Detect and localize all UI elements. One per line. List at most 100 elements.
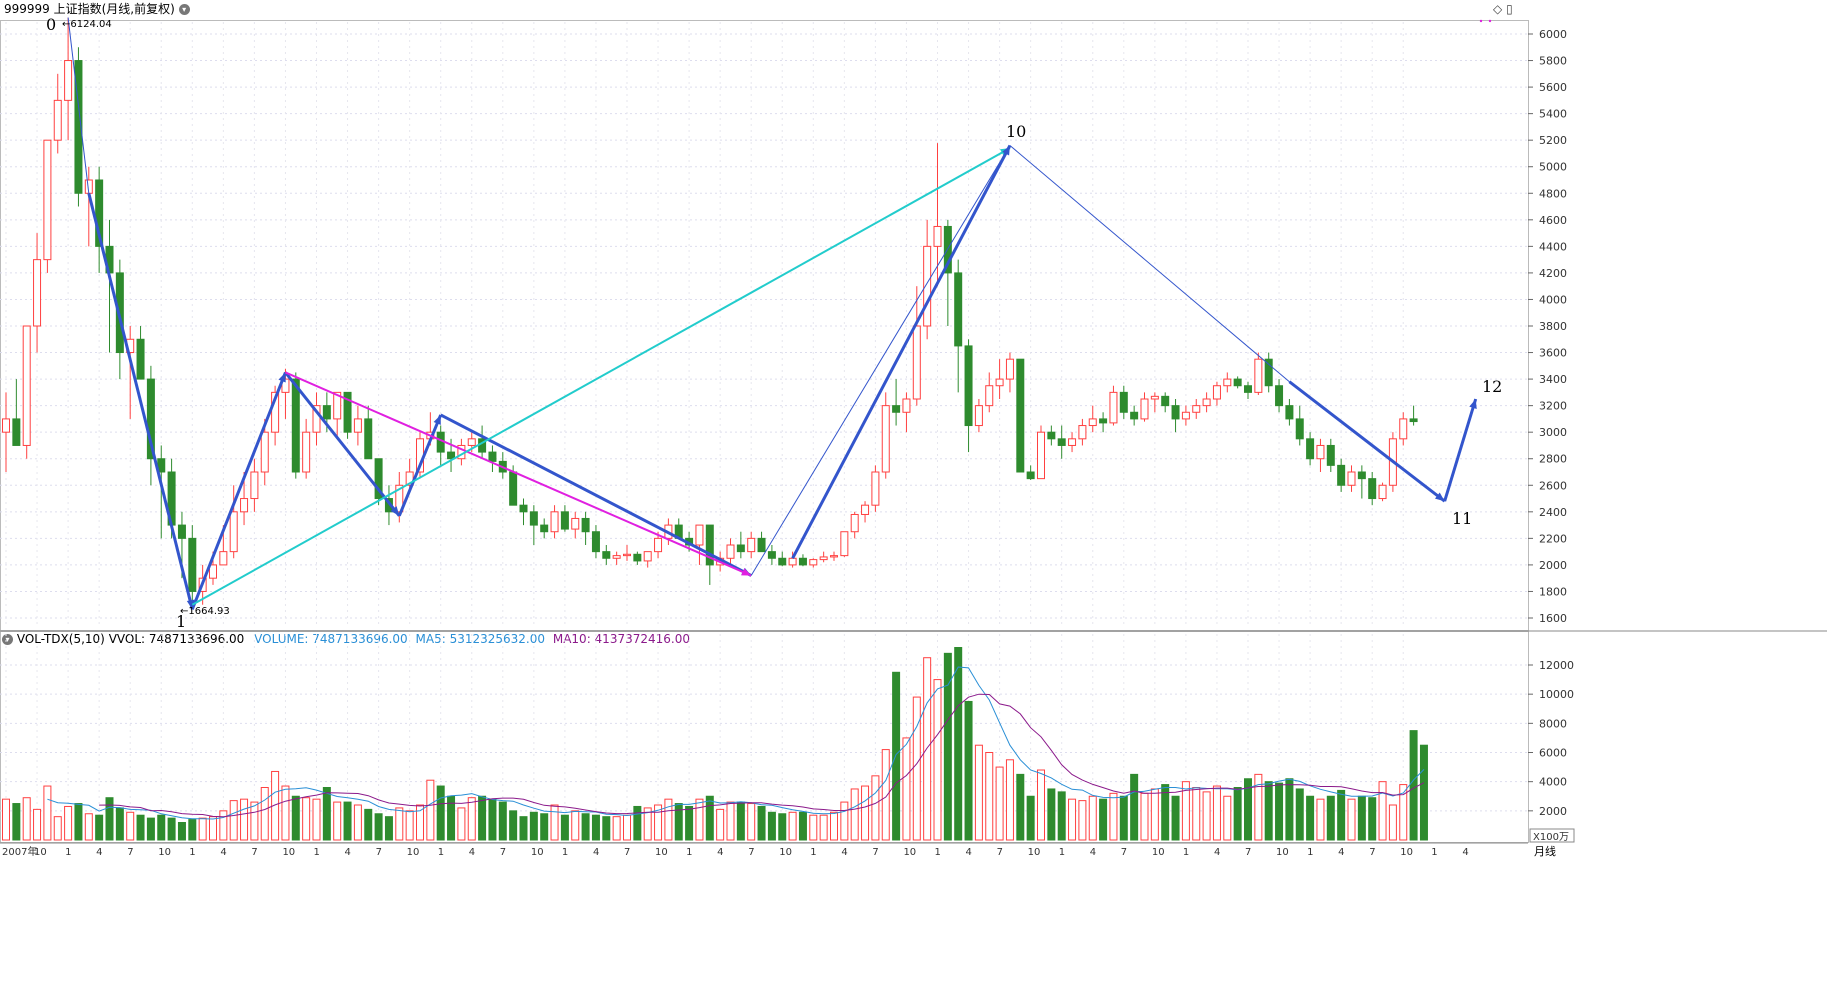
candle-body bbox=[1119, 391, 1128, 413]
chevron-down-icon[interactable]: ▾ bbox=[178, 4, 190, 15]
legend-dot bbox=[1479, 19, 1483, 23]
period-label: 月线 bbox=[1534, 844, 1556, 858]
window-icon[interactable]: ▯ bbox=[1506, 2, 1513, 16]
volume-unit-label: X100万 bbox=[1533, 832, 1569, 843]
price-axis-label: 2600 bbox=[1539, 479, 1567, 492]
candle-body bbox=[136, 338, 145, 380]
volume-bar bbox=[550, 804, 559, 841]
candle-body bbox=[726, 544, 735, 559]
volume-bar bbox=[736, 801, 745, 841]
candle-body bbox=[1357, 471, 1366, 480]
candle-body bbox=[353, 418, 362, 433]
candle-body bbox=[995, 378, 1004, 387]
price-axis-label: 2800 bbox=[1539, 453, 1567, 466]
price-axis-label: 4800 bbox=[1539, 187, 1567, 200]
candle-body bbox=[467, 438, 476, 446]
volume-bar bbox=[157, 814, 166, 841]
candle-body bbox=[1399, 418, 1408, 440]
candle-body bbox=[695, 524, 704, 546]
candle-body bbox=[302, 431, 311, 473]
x-axis-label: 10 bbox=[903, 847, 916, 858]
x-axis-label: 10 bbox=[1028, 847, 1041, 858]
x-axis-label: 7 bbox=[376, 847, 382, 858]
candle-body bbox=[654, 537, 663, 553]
volume-bar bbox=[1005, 759, 1014, 841]
wave-arrow bbox=[390, 506, 400, 516]
x-axis-label: 7 bbox=[1369, 847, 1375, 858]
volume-bar bbox=[240, 798, 249, 841]
candle-body bbox=[1140, 398, 1149, 420]
candle-body bbox=[767, 551, 776, 559]
x-axis-label: 7 bbox=[127, 847, 133, 858]
volume-bar bbox=[995, 766, 1004, 841]
x-axis-label: 4 bbox=[1090, 847, 1096, 858]
candle-body bbox=[705, 524, 714, 566]
volume-bar bbox=[302, 797, 311, 841]
candle-body bbox=[1026, 471, 1035, 480]
volume-bar bbox=[1419, 744, 1428, 841]
volume-bar bbox=[809, 814, 818, 841]
wave-arrow bbox=[433, 414, 441, 425]
volume-bar bbox=[115, 807, 124, 841]
volume-bar bbox=[322, 787, 331, 841]
volume-bar bbox=[1223, 795, 1232, 841]
x-axis-label: 7 bbox=[872, 847, 878, 858]
volume-ma5-line bbox=[47, 666, 1425, 820]
high-price-label: ←6124.04 bbox=[62, 19, 112, 30]
candle-body bbox=[809, 559, 818, 566]
volume-bar bbox=[1099, 798, 1108, 841]
candle-body bbox=[364, 418, 373, 460]
volume-bar bbox=[1357, 795, 1366, 841]
volume-bar bbox=[353, 804, 362, 841]
chart-title: 999999 上证指数(月线,前复权) ▾ bbox=[4, 1, 190, 17]
volume-bar bbox=[1150, 788, 1159, 841]
volume-bar bbox=[22, 797, 31, 841]
wave-line bbox=[440, 413, 752, 577]
candle-body bbox=[447, 451, 456, 460]
volume-ma10-line bbox=[99, 693, 1425, 818]
candle-body bbox=[892, 405, 901, 413]
diamond-icon[interactable]: ◇ bbox=[1493, 2, 1503, 16]
candle-body bbox=[788, 557, 797, 566]
candle-body bbox=[964, 345, 973, 427]
volume-bar bbox=[229, 800, 238, 841]
volume-bar bbox=[498, 801, 507, 841]
volume-bar bbox=[1285, 778, 1294, 841]
volume-bar bbox=[695, 798, 704, 841]
volume-axis-label: 8000 bbox=[1539, 717, 1567, 730]
wave-line bbox=[791, 144, 1012, 559]
price-axis-label: 5800 bbox=[1539, 55, 1567, 68]
chevron-down-icon[interactable]: ▾ bbox=[2, 634, 13, 645]
volume-bar bbox=[457, 807, 466, 841]
candle-body bbox=[778, 557, 787, 566]
volume-axis-label: 4000 bbox=[1539, 776, 1567, 789]
volume-bar bbox=[571, 810, 580, 841]
volume-bar bbox=[633, 805, 642, 841]
vol-indicator-name: VOL-TDX(5,10) bbox=[16, 632, 105, 646]
volume-bar bbox=[1037, 769, 1045, 841]
price-axis-label: 4600 bbox=[1539, 214, 1567, 227]
volume-bar bbox=[591, 814, 600, 841]
volume-bar bbox=[271, 770, 280, 841]
candle-body bbox=[519, 504, 528, 513]
volume-bar bbox=[146, 817, 155, 841]
volume-bar bbox=[1068, 798, 1077, 841]
x-axis-label: 4 bbox=[717, 847, 723, 858]
volume-bar bbox=[654, 804, 663, 841]
ma5-value: MA5: 5312325632.00 bbox=[415, 632, 546, 646]
volume-bar bbox=[1233, 787, 1242, 841]
candle-body bbox=[250, 471, 259, 500]
x-axis-label: 7 bbox=[624, 847, 630, 858]
volume-bar bbox=[892, 671, 901, 841]
candle-body bbox=[954, 272, 963, 347]
volume-bar bbox=[509, 810, 518, 841]
volume-bar bbox=[177, 822, 186, 841]
x-axis-label: 10 bbox=[407, 847, 420, 858]
vvol-value: VVOL: 7487133696.00 bbox=[108, 632, 245, 646]
volume-bar bbox=[1026, 795, 1035, 841]
volume-bar bbox=[623, 814, 631, 841]
x-axis-label: 7 bbox=[1245, 847, 1251, 858]
volume-bar bbox=[84, 813, 93, 841]
candle-body bbox=[985, 385, 994, 407]
